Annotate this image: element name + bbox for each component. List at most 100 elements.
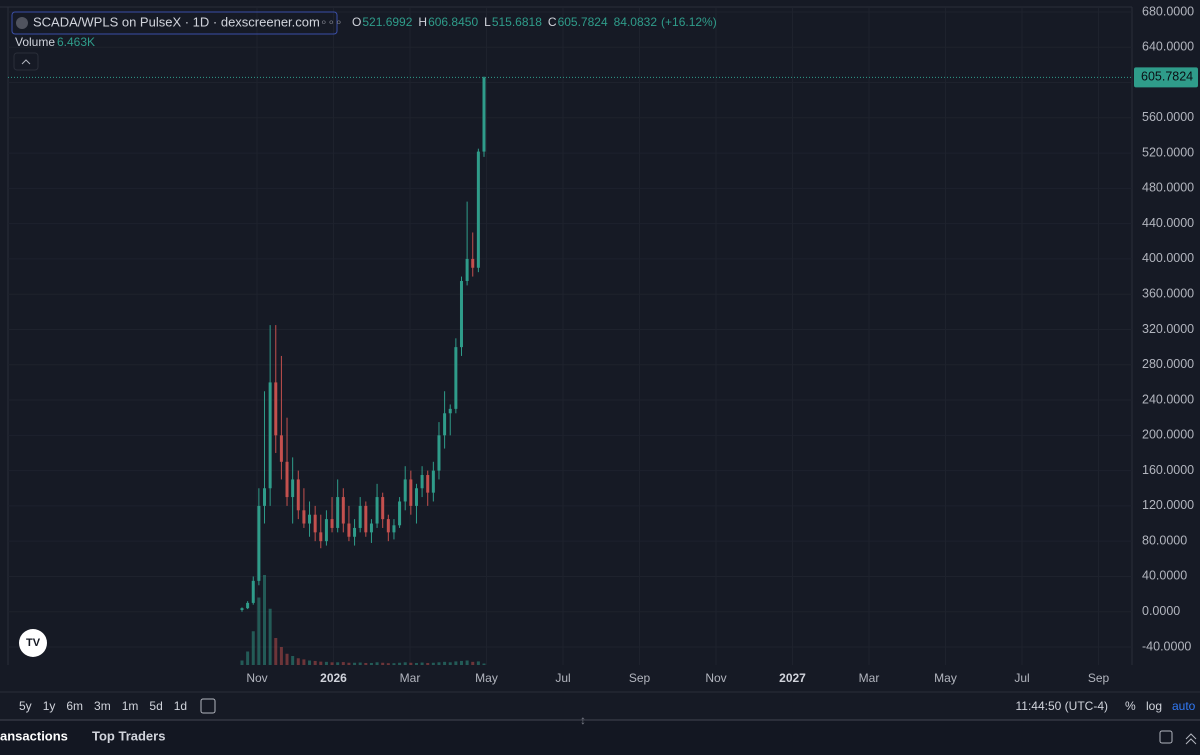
candle-body xyxy=(420,475,424,489)
title-box[interactable] xyxy=(11,11,338,35)
range-button[interactable]: 5d xyxy=(149,699,162,713)
candle-body xyxy=(358,505,362,528)
log-toggle[interactable]: log xyxy=(1146,699,1162,713)
grid xyxy=(8,8,1132,665)
range-button[interactable]: 1d xyxy=(174,699,187,713)
y-tick-label: 0.0000 xyxy=(1142,604,1180,618)
collapse-button[interactable] xyxy=(13,52,39,71)
x-tick-label: Jul xyxy=(555,671,570,685)
range-button[interactable]: 3m xyxy=(94,699,111,713)
candle-body xyxy=(414,488,418,506)
candle-body xyxy=(471,258,475,268)
y-tick-label: 640.0000 xyxy=(1142,40,1194,54)
volume-bar xyxy=(375,662,379,665)
percent-toggle[interactable]: % xyxy=(1125,699,1136,713)
candle-body xyxy=(482,77,486,152)
candle-body xyxy=(398,501,402,526)
legend-key: O xyxy=(352,15,361,29)
volume-bar xyxy=(268,608,272,665)
y-tick-label: 120.0000 xyxy=(1142,498,1194,512)
volume-bar xyxy=(420,662,424,665)
window-icon[interactable] xyxy=(1159,730,1173,744)
calendar-icon[interactable] xyxy=(200,698,216,714)
volume-bar xyxy=(319,661,323,665)
legend-key: H xyxy=(418,15,427,29)
volume-bar xyxy=(308,660,312,665)
candle-body xyxy=(302,510,306,524)
candle-body xyxy=(476,151,480,268)
y-tick-label: 400.0000 xyxy=(1142,251,1194,265)
candle-body xyxy=(465,258,469,281)
auto-toggle[interactable]: auto xyxy=(1172,699,1196,713)
volume-bar xyxy=(437,662,441,665)
volume-bar xyxy=(482,663,486,665)
range-button[interactable]: 1m xyxy=(122,699,139,713)
candle-body xyxy=(454,347,458,409)
candle-body xyxy=(285,461,289,498)
legend-value: 605.7824 xyxy=(558,15,608,29)
candle-body xyxy=(291,479,295,498)
range-button[interactable]: 5y xyxy=(19,699,32,713)
legend-key: L xyxy=(484,15,491,29)
volume-bar xyxy=(324,661,328,665)
candle-body xyxy=(431,470,435,493)
chart-title: SCADA/WPLS on PulseX · 1D · dexscreener.… xyxy=(33,14,320,29)
volume-bar xyxy=(296,658,300,665)
volume-bar xyxy=(431,662,435,665)
volume-bar xyxy=(274,638,278,665)
candle-body xyxy=(443,413,447,436)
volume-bar xyxy=(386,663,390,665)
range-button[interactable]: 6m xyxy=(66,699,83,713)
candle-body xyxy=(459,280,463,348)
volume-bar xyxy=(465,660,469,665)
volume-bar xyxy=(330,662,334,665)
candle-body xyxy=(251,580,255,603)
price-tag-label: 605.7824 xyxy=(1141,70,1193,84)
y-tick-label: 360.0000 xyxy=(1142,287,1194,301)
tv-logo[interactable] xyxy=(19,629,47,657)
volume-bar xyxy=(369,662,373,665)
tab[interactable]: ansactions xyxy=(0,728,68,743)
candle-body xyxy=(381,497,385,520)
token-icon xyxy=(16,17,28,29)
legend-change: 84.0832 xyxy=(614,15,658,29)
volume-bar xyxy=(443,661,447,665)
legend-value: 521.6992 xyxy=(362,15,412,29)
candle-body xyxy=(296,479,300,511)
volume-bar xyxy=(414,662,418,665)
x-tick-label: May xyxy=(934,671,957,685)
volume-bar xyxy=(398,662,402,665)
x-tick-label: Jul xyxy=(1014,671,1029,685)
volume-bar xyxy=(459,660,463,665)
volume-bar xyxy=(291,656,295,665)
candle-body xyxy=(279,435,283,462)
candle-body xyxy=(330,519,334,528)
volume-bar xyxy=(471,661,475,665)
x-tick-label: 2027 xyxy=(779,671,806,685)
candle-body xyxy=(263,488,267,506)
x-tick-label: Mar xyxy=(859,671,880,685)
volume-bar xyxy=(263,575,267,665)
y-tick-label: 280.0000 xyxy=(1142,357,1194,371)
expand-icon[interactable] xyxy=(1185,733,1197,745)
volume-bar xyxy=(353,662,357,665)
collapse-icon xyxy=(21,59,31,65)
x-tick-label: Sep xyxy=(629,671,651,685)
candle-body xyxy=(268,382,272,489)
volume-bar xyxy=(392,663,396,665)
resize-handle[interactable]: ↕ xyxy=(580,713,586,727)
more[interactable]: ∘∘∘ xyxy=(320,15,343,29)
volume-bar xyxy=(426,662,430,665)
range-button[interactable]: 1y xyxy=(43,699,56,713)
candle-body xyxy=(308,514,312,524)
clock: 11:44:50 (UTC-4) xyxy=(1016,699,1108,713)
x-tick-label: Nov xyxy=(246,671,267,685)
candle-body xyxy=(364,505,368,533)
candle-body xyxy=(437,435,441,471)
volume-bar xyxy=(403,662,407,665)
tab[interactable]: Top Traders xyxy=(92,728,165,743)
volume-bar xyxy=(240,660,244,665)
tv-logo-text: TV xyxy=(26,637,41,649)
